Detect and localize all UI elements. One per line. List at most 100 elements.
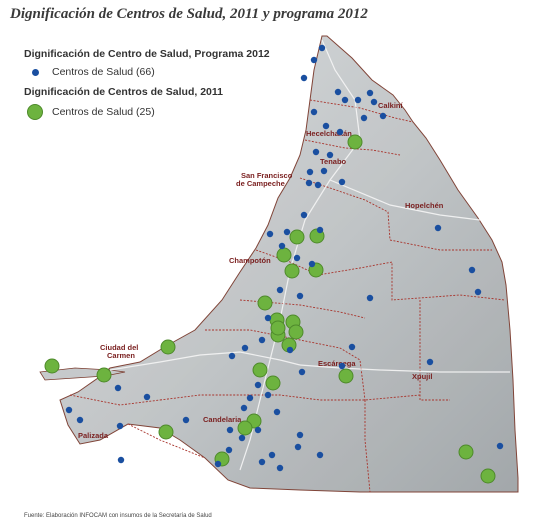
health-center-2011-marker <box>257 295 273 311</box>
health-center-2012-marker <box>474 288 482 296</box>
health-center-2012-marker <box>379 112 387 120</box>
label-hecelchakan: Hecelchakán <box>306 129 352 138</box>
health-center-2012-marker <box>226 426 234 434</box>
label-hopelchen: Hopelchén <box>405 201 444 210</box>
health-center-2012-marker <box>116 422 124 430</box>
health-center-2012-marker <box>273 408 281 416</box>
health-center-2012-marker <box>306 168 314 176</box>
label-de-campeche: de Campeche <box>236 179 285 188</box>
health-center-2012-marker <box>266 230 274 238</box>
legend-label-2011: Centros de Salud (25) <box>52 106 155 118</box>
health-center-2012-marker <box>314 181 322 189</box>
health-center-2012-marker <box>264 391 272 399</box>
label-candelaria: Candelaria <box>203 415 242 424</box>
state-shape <box>59 35 519 493</box>
health-center-2012-marker <box>310 56 318 64</box>
health-center-2012-marker <box>286 346 294 354</box>
health-center-2012-marker <box>294 443 302 451</box>
health-center-2012-marker <box>296 292 304 300</box>
health-center-2011-marker <box>158 424 174 440</box>
health-center-2012-marker <box>246 394 254 402</box>
health-center-2011-marker <box>252 362 268 378</box>
health-center-2012-marker <box>225 446 233 454</box>
legend: Dignificación de Centro de Salud, Progra… <box>24 48 270 128</box>
label-tenabo: Tenabo <box>320 157 347 166</box>
health-center-2012-marker <box>276 286 284 294</box>
blue-dot-icon <box>31 68 39 76</box>
health-center-2012-marker <box>76 416 84 424</box>
health-center-2012-marker <box>117 456 125 464</box>
legend-heading-2011: Dignificación de Centros de Salud, 2011 <box>24 86 223 98</box>
health-center-2011-marker <box>160 339 176 355</box>
health-center-2012-marker <box>320 167 328 175</box>
label-carmen: Carmen <box>107 351 135 360</box>
health-center-2012-marker <box>316 451 324 459</box>
markers-2012 <box>65 44 504 472</box>
health-center-2011-marker <box>347 134 363 150</box>
health-center-2012-marker <box>114 384 122 392</box>
health-center-2012-marker <box>238 434 246 442</box>
health-center-2011-marker <box>276 247 292 263</box>
health-center-2012-marker <box>293 254 301 262</box>
health-center-2012-marker <box>312 148 320 156</box>
label-calkini: Calkiní <box>378 101 404 110</box>
label-san-francisco: San Francisco <box>241 171 293 180</box>
health-center-2012-marker <box>65 406 73 414</box>
health-center-2012-marker <box>268 451 276 459</box>
health-center-2012-marker <box>366 89 374 97</box>
health-center-2011-marker <box>96 367 112 383</box>
health-center-2012-marker <box>305 179 313 187</box>
health-center-2012-marker <box>326 151 334 159</box>
health-center-2011-marker <box>284 263 300 279</box>
health-center-2012-marker <box>278 242 286 250</box>
label-palizada: Palizada <box>78 431 109 440</box>
health-center-2012-marker <box>264 314 272 322</box>
legend-item-2012: Centros de Salud (66) <box>24 66 270 78</box>
legend-item-2011: Centros de Salud (25) <box>24 104 270 120</box>
label-ciudad-del: Ciudad del <box>100 343 138 352</box>
health-center-2012-marker <box>318 44 326 52</box>
health-center-2011-marker <box>270 320 286 336</box>
health-center-2012-marker <box>258 458 266 466</box>
health-center-2012-marker <box>348 343 356 351</box>
health-center-2012-marker <box>496 442 504 450</box>
health-center-2011-marker <box>265 375 281 391</box>
health-center-2012-marker <box>310 108 318 116</box>
health-center-2012-marker <box>258 336 266 344</box>
health-center-2012-marker <box>241 344 249 352</box>
health-center-2011-marker <box>288 324 304 340</box>
health-center-2011-marker <box>480 468 496 484</box>
health-center-2012-marker <box>370 98 378 106</box>
health-center-2012-marker <box>254 426 262 434</box>
health-center-2012-marker <box>300 74 308 82</box>
label-escarcega: Escárcega <box>318 359 356 368</box>
health-center-2012-marker <box>338 178 346 186</box>
health-center-2012-marker <box>426 358 434 366</box>
health-center-2012-marker <box>276 464 284 472</box>
source-note: Fuente: Elaboración INFOCAM con insumos … <box>24 513 212 519</box>
health-center-2012-marker <box>228 352 236 360</box>
legend-heading-2012: Dignificación de Centro de Salud, Progra… <box>24 48 270 60</box>
health-center-2012-marker <box>182 416 190 424</box>
label-champoton: Champotón <box>229 256 271 265</box>
health-center-2012-marker <box>298 368 306 376</box>
health-center-2012-marker <box>434 224 442 232</box>
health-center-2011-marker <box>289 229 305 245</box>
health-center-2011-marker <box>338 368 354 384</box>
health-center-2012-marker <box>240 404 248 412</box>
map-title: Dignificación de Centros de Salud, 2011 … <box>10 6 368 22</box>
green-dot-icon <box>27 104 43 120</box>
label-xpujil: Xpujil <box>412 372 432 381</box>
health-center-2012-marker <box>143 393 151 401</box>
health-center-2011-marker <box>44 358 60 374</box>
health-center-2012-marker <box>322 122 330 130</box>
health-center-2012-marker <box>336 128 344 136</box>
health-center-2012-marker <box>300 211 308 219</box>
health-center-2012-marker <box>334 88 342 96</box>
health-center-2012-marker <box>308 260 316 268</box>
health-center-2012-marker <box>468 266 476 274</box>
health-center-2012-marker <box>366 294 374 302</box>
health-center-2012-marker <box>254 381 262 389</box>
legend-label-2012: Centros de Salud (66) <box>52 66 155 78</box>
health-center-2012-marker <box>338 362 346 370</box>
